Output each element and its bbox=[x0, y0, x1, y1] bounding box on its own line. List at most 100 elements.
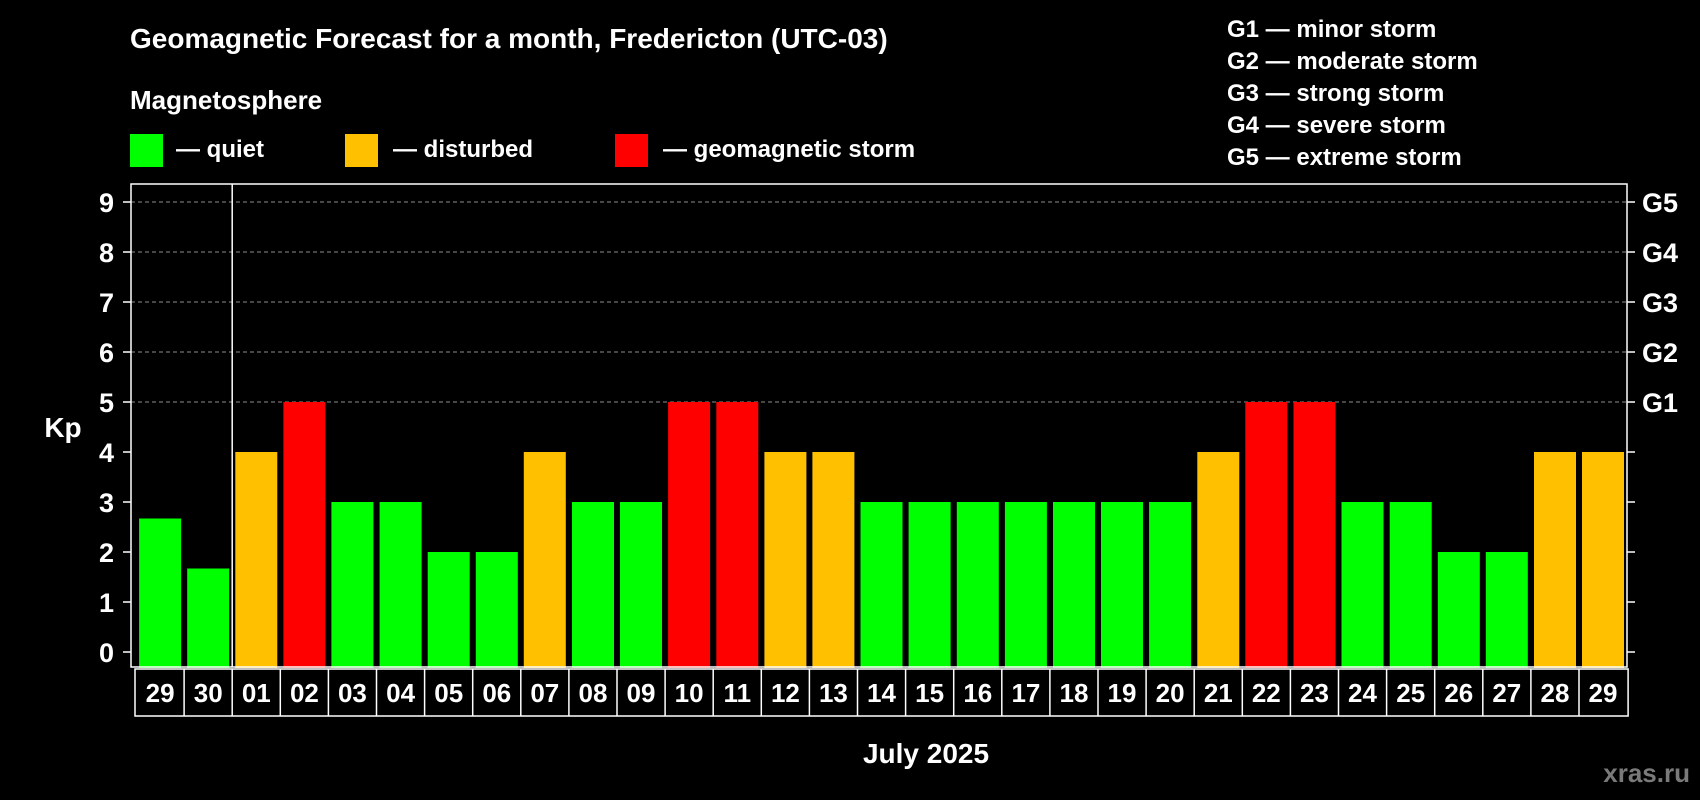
plot-frame bbox=[130, 183, 1628, 668]
bar-6-04 bbox=[379, 502, 422, 668]
bar-12-10 bbox=[668, 402, 711, 668]
bar-23-21 bbox=[1197, 452, 1240, 668]
x-tick-label-10: 08 bbox=[579, 678, 608, 708]
g-scale-g1: G1 — minor storm bbox=[1227, 16, 1436, 43]
legend-storm-label: — geomagnetic storm bbox=[663, 136, 915, 163]
x-tick-label-31: 29 bbox=[1589, 678, 1618, 708]
plot-border bbox=[130, 183, 1628, 668]
right-label-g5: G5 bbox=[1642, 188, 1678, 218]
x-tick-label-28: 26 bbox=[1444, 678, 1473, 708]
x-tick-label-4: 02 bbox=[290, 678, 319, 708]
x-axis: 29 30 01 02 03 04 05 06 07 08 09 10 11 12 13 14 15 16 17 18… bbox=[134, 668, 1629, 717]
x-tick-label-11: 09 bbox=[627, 678, 656, 708]
x-tick-label-30: 28 bbox=[1541, 678, 1570, 708]
y-tick-label-3: 3 bbox=[99, 488, 114, 518]
x-tick-label-20: 18 bbox=[1060, 678, 1089, 708]
bar-11-09 bbox=[620, 502, 662, 668]
y-tick-label-2: 2 bbox=[99, 538, 114, 568]
bar-5-03 bbox=[331, 502, 374, 668]
bar-27-25 bbox=[1389, 502, 1432, 668]
y-tick-label-6: 6 bbox=[99, 338, 114, 368]
bar-28-26 bbox=[1437, 552, 1480, 668]
bar-29-27 bbox=[1485, 552, 1528, 668]
right-label-g4: G4 bbox=[1642, 238, 1678, 268]
x-tick-label-23: 21 bbox=[1204, 678, 1233, 708]
bar-3-01 bbox=[235, 452, 278, 668]
x-tick-label-15: 13 bbox=[819, 678, 848, 708]
x-tick-label-17: 15 bbox=[915, 678, 944, 708]
bar-31-29 bbox=[1582, 452, 1624, 668]
x-tick-label-12: 10 bbox=[675, 678, 704, 708]
g-scale-g3: G3 — strong storm bbox=[1227, 80, 1444, 107]
bar-14-12 bbox=[764, 452, 807, 668]
x-tick-label-26: 24 bbox=[1348, 678, 1377, 708]
x-tick-label-21: 19 bbox=[1108, 678, 1137, 708]
x-tick-label-6: 04 bbox=[386, 678, 415, 708]
x-tick-label-25: 23 bbox=[1300, 678, 1329, 708]
x-tick-label-24: 22 bbox=[1252, 678, 1281, 708]
legend-section-title: Magnetosphere bbox=[130, 85, 322, 115]
bar-8-06 bbox=[475, 552, 518, 668]
bar-16-14 bbox=[860, 502, 903, 668]
y-tick-label-8: 8 bbox=[99, 238, 114, 268]
x-tick-label-29: 27 bbox=[1492, 678, 1521, 708]
x-axis-label: July 2025 bbox=[863, 738, 989, 769]
grid-lines bbox=[131, 201, 1627, 403]
chart-title: Geomagnetic Forecast for a month, Freder… bbox=[130, 23, 888, 54]
bar-21-19 bbox=[1101, 502, 1143, 668]
watermark: xras.ru bbox=[1603, 758, 1690, 788]
x-tick-label-3: 01 bbox=[242, 678, 271, 708]
legend-storm-swatch bbox=[615, 134, 648, 167]
bar-10-08 bbox=[572, 502, 614, 668]
y-tick-label-4: 4 bbox=[99, 438, 114, 468]
x-tick-label-14: 12 bbox=[771, 678, 800, 708]
x-tick-label-2: 30 bbox=[194, 678, 223, 708]
bar-13-11 bbox=[716, 402, 759, 668]
right-label-g1: G1 bbox=[1642, 388, 1678, 418]
bar-19-17 bbox=[1004, 502, 1047, 668]
bar-17-15 bbox=[908, 502, 951, 668]
bar-25-23 bbox=[1293, 402, 1336, 668]
bar-9-07 bbox=[523, 452, 566, 668]
bar-4-02 bbox=[283, 402, 326, 668]
y-axis: 0 1 2 3 4 5 6 7 8 9 bbox=[99, 188, 131, 668]
y-tick-label-7: 7 bbox=[99, 288, 114, 318]
bar-18-16 bbox=[956, 502, 999, 668]
bars bbox=[139, 402, 1624, 668]
x-tick-label-7: 05 bbox=[434, 678, 463, 708]
x-tick-label-27: 25 bbox=[1396, 678, 1425, 708]
g-scale-g4: G4 — severe storm bbox=[1227, 112, 1446, 139]
x-tick-label-9: 07 bbox=[530, 678, 559, 708]
x-tick-label-13: 11 bbox=[724, 678, 752, 708]
g-scale-g5: G5 — extreme storm bbox=[1227, 144, 1462, 171]
legend-quiet-swatch bbox=[130, 134, 163, 167]
g-scale-g2: G2 — moderate storm bbox=[1227, 48, 1478, 75]
x-tick-label-22: 20 bbox=[1156, 678, 1185, 708]
x-tick-label-18: 16 bbox=[963, 678, 992, 708]
x-tick-label-5: 03 bbox=[338, 678, 367, 708]
bar-7-05 bbox=[427, 552, 470, 668]
y-tick-label-5: 5 bbox=[99, 388, 114, 418]
legend-disturbed-swatch bbox=[345, 134, 378, 167]
bar-26-24 bbox=[1341, 502, 1384, 668]
x-tick-label-8: 06 bbox=[482, 678, 511, 708]
right-label-g3: G3 bbox=[1642, 288, 1678, 318]
y-axis-label: Kp bbox=[44, 412, 81, 443]
y-tick-label-1: 1 bbox=[99, 588, 114, 618]
x-tick-label-1: 29 bbox=[146, 678, 175, 708]
x-tick-label-19: 17 bbox=[1011, 678, 1040, 708]
x-axis-cell-border bbox=[134, 668, 1629, 717]
y-tick-label-9: 9 bbox=[99, 188, 114, 218]
bar-30-28 bbox=[1534, 452, 1576, 668]
bar-1-29 bbox=[139, 518, 182, 668]
x-tick-label-16: 14 bbox=[867, 678, 896, 708]
right-axis: G1 G2 G3 G4 G5 bbox=[1627, 188, 1678, 653]
bar-24-22 bbox=[1245, 402, 1288, 668]
bar-15-13 bbox=[812, 452, 855, 668]
bar-2-30 bbox=[187, 568, 230, 668]
bar-20-18 bbox=[1053, 502, 1095, 668]
right-label-g2: G2 bbox=[1642, 338, 1678, 368]
bar-22-20 bbox=[1149, 502, 1192, 668]
y-tick-label-0: 0 bbox=[99, 638, 114, 668]
